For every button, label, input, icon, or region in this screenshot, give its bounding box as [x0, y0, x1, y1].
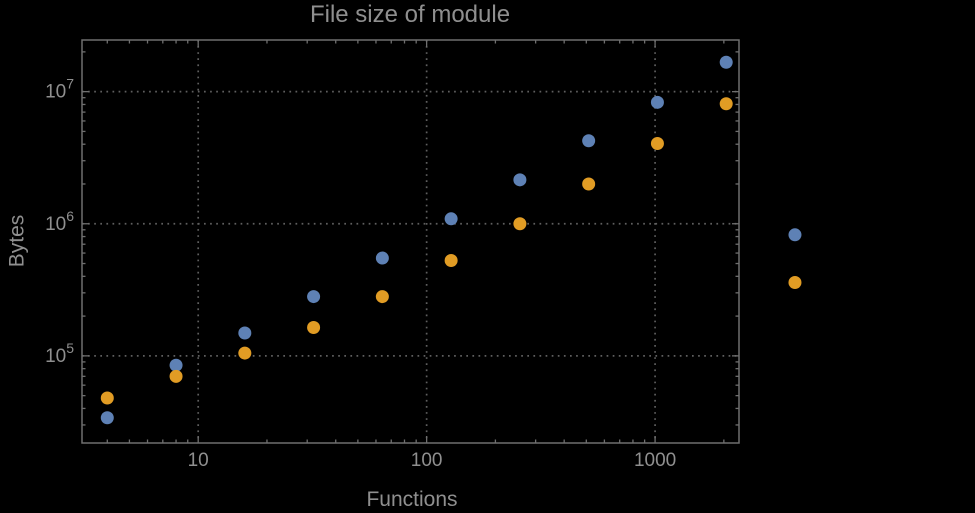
- data-point-series-1-blue: [650, 95, 664, 109]
- data-point-series-1-blue: [100, 411, 114, 425]
- data-point-series-1-blue: [444, 212, 458, 226]
- data-point-series-2-orange: [169, 369, 183, 383]
- data-point-series-1-blue: [582, 134, 596, 148]
- plot-frame: [81, 39, 740, 444]
- data-point-series-2-orange: [513, 217, 527, 231]
- data-point-series-1-blue: [169, 358, 183, 372]
- y-tick-label: 106: [45, 208, 74, 235]
- data-point-series-2-orange: [100, 391, 114, 405]
- data-point-series-1-blue: [238, 326, 252, 340]
- data-point-series-1-blue: [788, 228, 802, 242]
- data-point-series-2-orange: [650, 137, 664, 151]
- data-point-series-2-orange: [307, 320, 321, 334]
- data-point-series-2-orange: [444, 254, 458, 268]
- y-tick-label: 105: [45, 340, 74, 367]
- data-point-series-2-orange: [582, 177, 596, 191]
- data-point-series-1-blue: [375, 251, 389, 265]
- y-axis-label: Bytes: [5, 214, 29, 268]
- y-tick-label: 107: [45, 76, 74, 103]
- data-point-series-2-orange: [238, 346, 252, 360]
- data-point-series-1-blue: [513, 173, 527, 187]
- data-point-series-2-orange: [788, 276, 802, 290]
- chart-title: File size of module: [309, 1, 511, 28]
- x-axis-label: Functions: [366, 488, 458, 511]
- data-point-series-2-orange: [375, 290, 389, 304]
- x-tick-label: 10: [188, 450, 209, 471]
- data-point-series-1-blue: [719, 55, 733, 69]
- x-tick-label: 1000: [634, 450, 676, 471]
- data-point-series-1-blue: [307, 290, 321, 304]
- x-tick-label: 100: [411, 450, 443, 471]
- data-point-series-2-orange: [719, 97, 733, 111]
